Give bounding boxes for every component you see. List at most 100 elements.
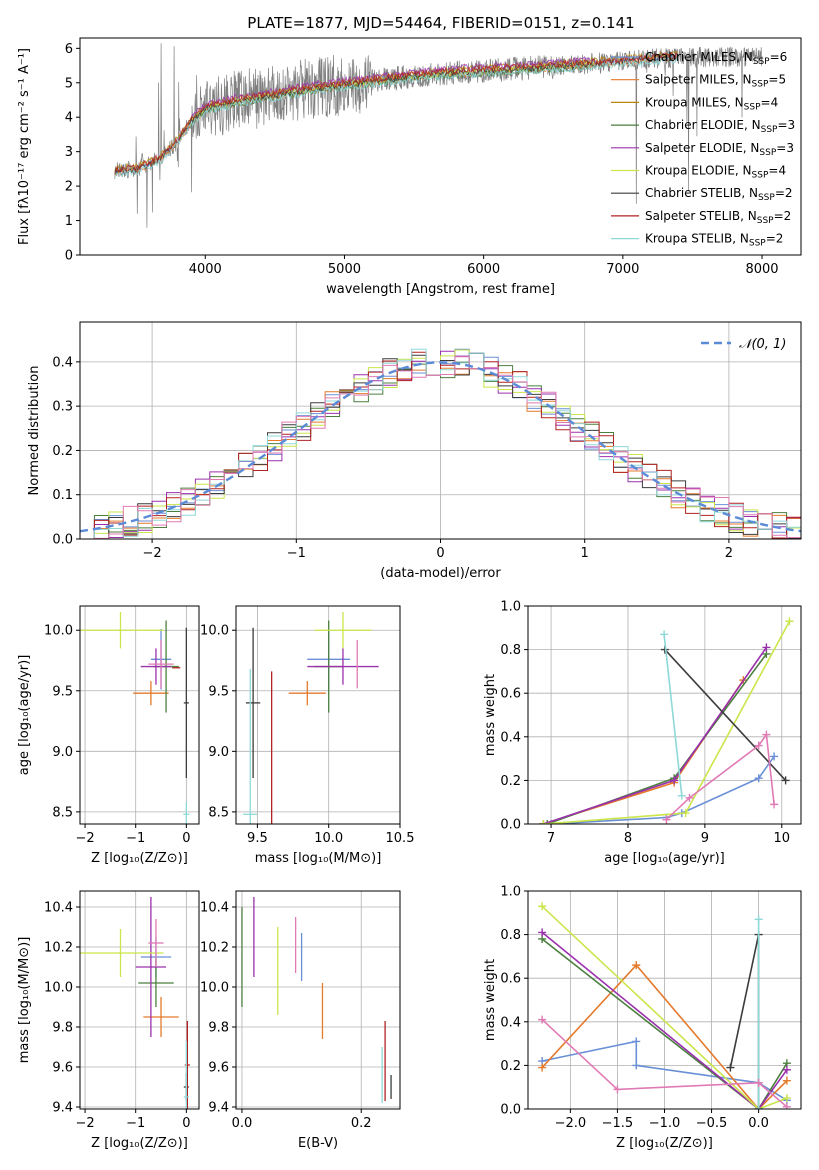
y-tick-label: 9.5 [52,684,73,699]
x-tick-label: −1 [126,1116,145,1131]
x-tick-label: −1 [126,831,145,846]
x-tick-label: 8 [624,831,632,846]
x-tick-label: 0 [436,546,444,561]
weight-marker [782,1094,791,1103]
legend-value: =6 [770,50,788,64]
x-tick-label: 6000 [467,262,500,277]
y-tick-label: 0.2 [52,444,73,459]
x-tick-label: 7 [547,831,555,846]
legend-subscript: SSP [761,125,778,135]
y-tick-label: 6 [65,42,73,57]
y-tick-label: 3 [65,145,73,160]
y-tick-label: 9.6 [208,1061,229,1076]
y-tick-label: 9.6 [52,1061,73,1076]
y-tick-label: 2 [65,180,73,195]
weight-line [665,732,775,821]
y-tick-label: 10.0 [200,624,229,639]
x-tick-label: −1.5 [602,1116,634,1131]
y-tick-label: 9.8 [208,1021,229,1036]
y-tick-label: 0 [65,249,73,264]
weight-line [541,905,788,1109]
weight-marker [538,1015,547,1024]
weight-line [541,1019,788,1108]
legend-subscript: SSP [744,102,761,112]
y-axis-label: mass [log₁₀(M/M⊙)] [17,937,32,1064]
x-tick-label: −2 [75,1116,94,1131]
y-tick-label: 10.2 [200,941,229,956]
legend-value: =4 [761,95,779,109]
y-tick-label: 0.6 [500,972,521,987]
legend-subscript: SSP [753,57,770,67]
y-tick-label: 1.0 [500,600,521,615]
x-tick-label: 0 [182,1116,190,1131]
legend-value: =2 [766,232,784,246]
legend: Chabrier MILES, NSSP=6 Salpeter MILES, NS… [611,50,795,249]
y-tick-label: 0.8 [500,928,521,943]
y-tick-label: 5 [65,76,73,91]
x-tick-label: −1.0 [649,1116,681,1131]
weight-marker [762,730,771,739]
x-tick-label: −1 [287,546,306,561]
y-tick-label: 10.4 [44,901,73,916]
observed-spectrum [114,43,763,228]
y-tick-label: 9.5 [208,684,229,699]
panel-residuals: −2 −1 0 1 2 0.0 0.1 0.2 0.3 0.4 (data-model)/error… [27,321,802,581]
y-tick-label: 0.6 [500,687,521,702]
y-tick-label: 9.0 [52,745,73,760]
x-tick-label: 10.5 [386,831,415,846]
y-tick-label: 0.4 [500,730,521,745]
y-axis-label: Normed distribution [27,366,42,496]
axes-frame [79,605,200,825]
legend-entry: Salpeter MILES, NSSP=5 [645,73,786,90]
y-tick-label: 4 [65,111,73,126]
weight-marker [754,741,763,750]
x-axis-label: Z [log₁₀(Z/Z⊙)] [91,1136,188,1151]
legend-entry: Kroupa MILES, NSSP=4 [645,95,778,112]
panel-mass_vs_z: −2 −1 0 9.4 9.6 9.8 10.0 10.2 10.4 Z [log₁₀(Z/Z⊙)… [17,890,200,1151]
y-tick-label: 0.0 [500,818,521,833]
x-tick-label: 0.0 [748,1116,769,1131]
weight-marker [538,928,547,937]
weight-marker [662,815,671,824]
y-tick-label: 0.3 [52,400,73,415]
weight-marker [782,1076,791,1085]
y-tick-label: 0.1 [52,488,73,503]
y-axis-label: mass weight [483,674,498,756]
legend-entry: 𝒩(0, 1) [739,337,786,352]
y-tick-label: 9.0 [208,745,229,760]
panel-mass_vs_ebv: 0.0 0.2 9.4 9.6 9.8 10.0 10.2 10.4 E(B-V) [200,890,401,1151]
y-tick-label: 9.4 [52,1101,73,1116]
axes-frame [79,37,802,256]
weight-marker [785,617,794,626]
plot-area [243,612,379,824]
y-tick-label: 9.4 [208,1101,229,1116]
weight-marker [754,915,763,924]
x-tick-label: 1 [581,546,589,561]
legend-entry: Kroupa ELODIE, NSSP=4 [645,164,786,181]
weight-marker [754,1105,763,1109]
weight-marker [632,1061,641,1070]
weight-marker [677,791,686,800]
weight-line [551,755,775,824]
plot-area [80,612,190,824]
y-tick-label: 8.5 [52,805,73,820]
x-axis-label: age [log₁₀(age/yr)] [604,851,725,866]
weight-line [541,931,788,1109]
weight-marker [538,1063,547,1072]
x-axis-label: E(B-V) [298,1136,338,1151]
plot-area [80,348,801,539]
legend-entry: Salpeter STELIB, NSSP=2 [645,209,791,226]
x-tick-label: 0.2 [351,1116,372,1131]
normal-curve [80,361,801,533]
weight-marker [754,774,763,783]
legend-entry: Kroupa STELIB, NSSP=2 [645,232,783,249]
legend-subscript: SSP [752,80,769,90]
axes-frame [235,890,401,1110]
x-axis-label: wavelength [Angstrom, rest frame] [326,282,555,297]
y-tick-label: 9.8 [52,1021,73,1036]
plot-area [114,43,763,228]
legend-entry: Chabrier ELODIE, NSSP=3 [645,118,795,135]
weight-marker [782,1065,791,1074]
x-axis-label: (data-model)/error [380,566,501,581]
x-tick-label: 10.0 [314,831,343,846]
